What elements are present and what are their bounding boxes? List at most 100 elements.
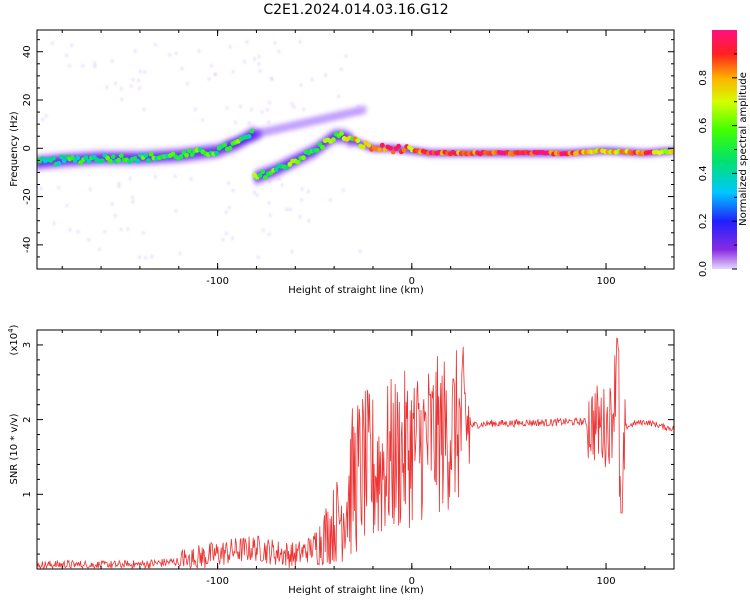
speckle [261,110,264,114]
speckle [307,219,310,223]
snr-marks [37,337,674,569]
spectrogram-x-tick-label: 0 [409,276,415,287]
snr-panel: -100 0 100 1 2 3 Height of straight line (km)… [7,324,675,596]
speckle [174,174,177,178]
speckle [267,120,270,124]
speckle [154,43,157,47]
speckle [268,101,271,105]
speckle [93,61,96,65]
snr-scale-base: (x10 [9,333,20,356]
spectrogram-y-tick-label: 20 [22,94,33,107]
speckle [154,175,157,179]
ridge-branch-mark [256,127,263,140]
speckle [150,255,153,259]
speckle [243,60,246,64]
speckle [168,53,171,57]
speckle [285,207,288,211]
speckle [126,227,129,231]
speckle [227,181,230,185]
speckle [45,114,48,118]
ridge-point [222,142,228,148]
ridge-point [314,147,320,153]
speckle [228,206,231,210]
ridge-point [260,169,266,175]
speckle [307,190,310,194]
speckle [225,210,228,214]
speckle [94,65,97,69]
spectrogram-y-axis-label: Frequency (Hz) [9,111,20,187]
speckle [291,102,294,106]
speckle [232,70,235,74]
ridge-point [355,138,361,144]
speckle [120,97,123,101]
speckle [262,228,265,232]
ridge-point [59,154,64,160]
speckle [302,107,305,111]
speckle [234,120,237,124]
speckle [117,181,120,185]
speckle [324,73,327,77]
spectrogram-y-tick-label: 40 [22,45,33,58]
speckle [41,117,44,121]
speckle [138,255,141,259]
speckle [131,200,134,204]
speckle [253,190,256,194]
ridge-point [227,145,233,151]
speckle [70,43,73,47]
speckle [210,64,213,68]
spectrogram-marks [37,40,674,259]
ridge-point [105,155,111,161]
spectrogram-x-tick-label: -100 [206,276,229,287]
speckle [357,104,360,108]
snr-y-tick-label: 1 [22,491,33,497]
speckle [68,64,71,68]
ridge-point [379,142,385,148]
ridge-core [37,128,674,180]
colorbar-tick-label: 0.0 [698,261,709,277]
speckle [105,85,108,89]
speckle [131,195,134,199]
speckle [194,107,197,111]
ridge-point [118,153,124,159]
snr-axes: -100 0 100 1 2 3 [22,330,674,587]
ridge-point [320,144,325,150]
speckle [114,82,117,86]
speckles [39,40,362,259]
ridge-point [189,152,195,158]
speckle [87,238,90,242]
speckle [289,207,292,211]
speckle [357,110,360,114]
ridge-point [366,142,372,148]
speckle [120,87,123,91]
colorbar-tick-label: 0.6 [698,118,709,134]
ridge-point [287,161,293,167]
ridge-point [396,143,402,149]
ridge-point [262,175,268,180]
spectrogram-y-tick-label: -20 [22,188,33,204]
ridge-point [295,159,301,165]
speckle [134,49,137,53]
speckle [256,193,259,197]
speckle [231,236,234,240]
speckle [329,198,332,202]
colorbar: 0.0 0.2 0.4 0.6 0.8 Normalized spectral ampl… [698,30,749,277]
speckle [266,108,269,112]
speckle [250,107,253,111]
speckle [77,230,80,234]
snr-x-tick-label: 0 [409,576,415,587]
speckle [189,177,192,181]
ridge-point [339,131,344,136]
speckle [221,238,224,242]
speckle [142,231,145,235]
speckle [299,215,302,219]
ridge-point [377,147,382,153]
snr-x-tick-label: 100 [596,576,615,587]
speckle [139,69,142,73]
speckle [39,186,42,190]
speckle [180,67,183,71]
ridge-point [214,150,219,156]
ridge-point [116,157,121,163]
snr-y-tick-label: 3 [22,342,33,348]
